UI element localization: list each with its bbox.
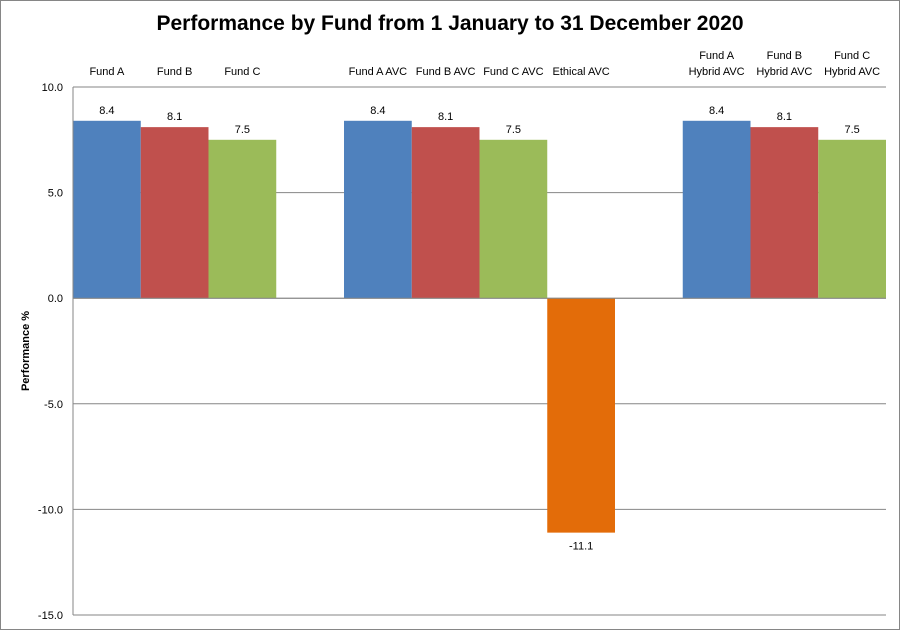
axes: 10.0 5.0 0.0 -5.0 -10.0 -15.0 [38, 82, 886, 622]
category-label: Hybrid AVC [756, 66, 812, 78]
y-axis-title: Performance % [20, 311, 32, 391]
bar [818, 139, 886, 299]
bar [547, 298, 615, 533]
y-tick-label: -10.0 [38, 504, 63, 516]
data-label: 8.1 [777, 111, 792, 123]
y-tick-label: 0.0 [48, 293, 63, 305]
data-label: 7.5 [506, 124, 521, 136]
category-label: Hybrid AVC [824, 66, 880, 78]
bar [73, 120, 141, 299]
bar [750, 127, 819, 299]
y-tick-label: -5.0 [44, 399, 63, 411]
data-label: 8.4 [370, 105, 385, 117]
category-label: Fund B [767, 50, 802, 62]
y-tick-label: 10.0 [42, 82, 63, 94]
category-label: Hybrid AVC [689, 66, 745, 78]
category-label: Fund A [699, 50, 735, 62]
category-label: Fund A AVC [349, 66, 408, 78]
bar [682, 120, 751, 299]
data-label: 8.1 [438, 111, 453, 123]
data-label: -11.1 [569, 541, 593, 553]
bar [479, 139, 548, 299]
category-label: Ethical AVC [552, 66, 609, 78]
category-label: Fund B AVC [416, 66, 476, 78]
y-tick-label: -15.0 [38, 610, 63, 622]
bar [411, 127, 480, 299]
bars [73, 120, 886, 533]
data-label: 8.4 [99, 105, 114, 117]
category-label: Fund B [157, 66, 192, 78]
y-tick-label: 5.0 [48, 188, 63, 200]
bar [140, 127, 209, 299]
data-label: 7.5 [844, 124, 859, 136]
data-label: 8.1 [167, 111, 182, 123]
bar [208, 139, 277, 299]
category-label: Fund C AVC [483, 66, 543, 78]
category-label: Fund C [834, 50, 870, 62]
data-label: 8.4 [709, 105, 724, 117]
category-label: Fund C [224, 66, 260, 78]
data-label: 7.5 [235, 124, 250, 136]
bar [344, 120, 412, 299]
labels: 8.4 Fund A 8.1 Fund B 7.5 Fund C 8.4 Fund A AVC… [20, 50, 880, 553]
category-label: Fund A [89, 66, 125, 78]
chart-title: Performance by Fund from 1 January to 31… [156, 12, 744, 35]
